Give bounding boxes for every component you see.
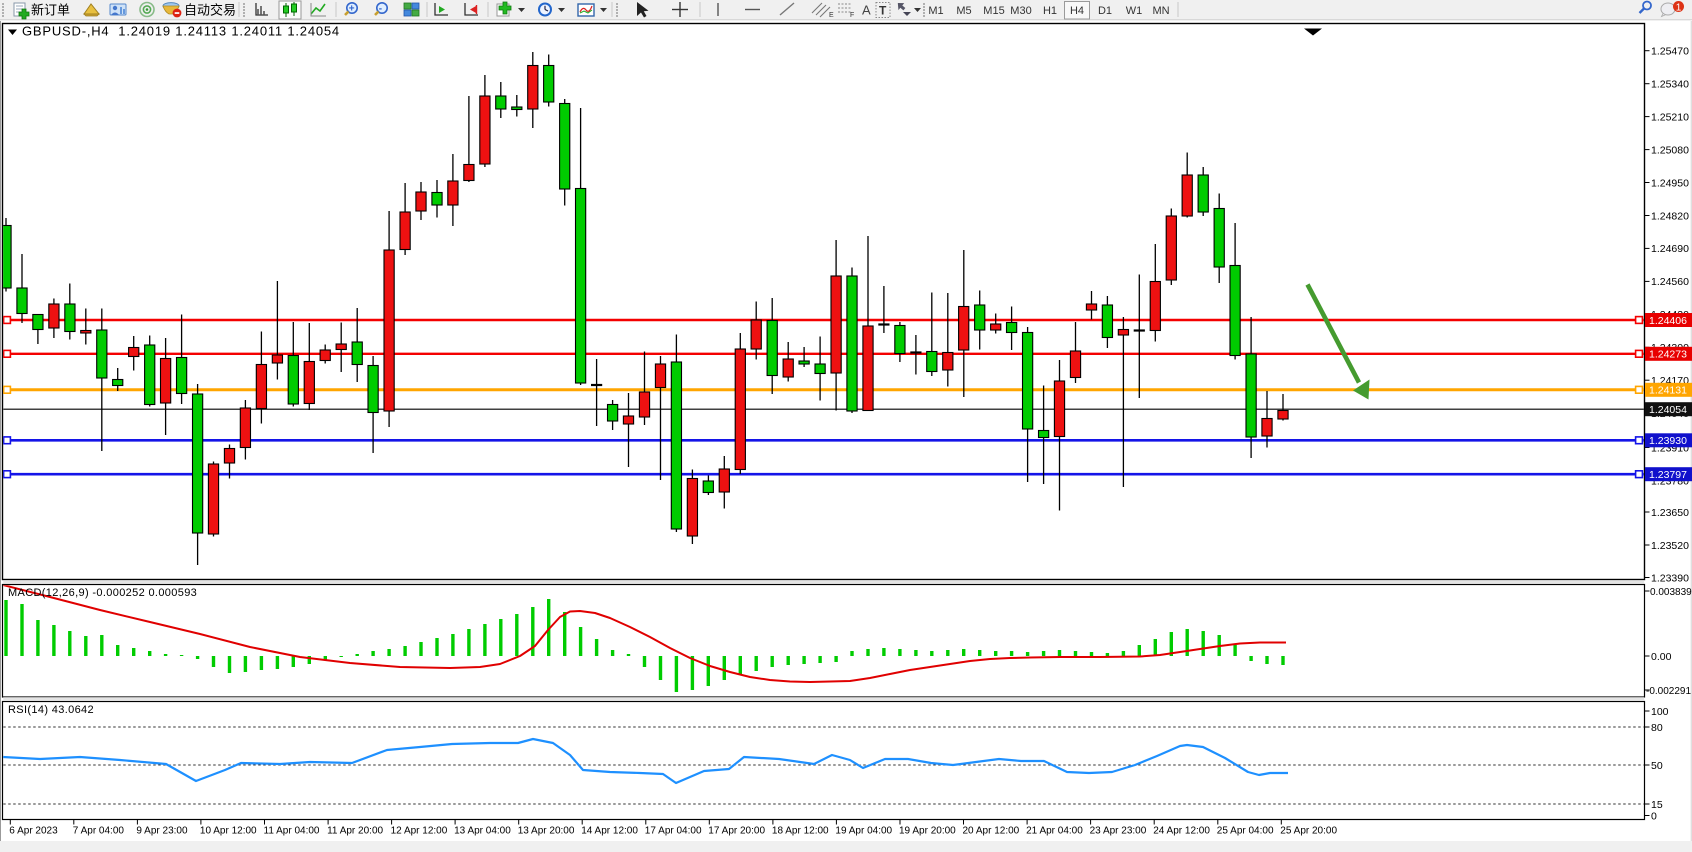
- svg-text:13 Apr 20:00: 13 Apr 20:00: [518, 826, 575, 837]
- svg-text:6 Apr 2023: 6 Apr 2023: [9, 826, 58, 837]
- svg-text:1.23930: 1.23930: [1649, 435, 1687, 447]
- svg-text:80: 80: [1651, 722, 1663, 734]
- svg-text:11 Apr 20:00: 11 Apr 20:00: [327, 826, 383, 837]
- svg-text:A: A: [862, 3, 871, 18]
- svg-text:19 Apr 20:00: 19 Apr 20:00: [899, 826, 956, 837]
- svg-text:H4: H4: [1070, 5, 1084, 17]
- svg-text:10 Apr 12:00: 10 Apr 12:00: [200, 826, 257, 837]
- svg-text:M1: M1: [928, 5, 943, 17]
- svg-text:1: 1: [1676, 3, 1682, 14]
- svg-text:19 Apr 04:00: 19 Apr 04:00: [835, 826, 892, 837]
- svg-text:D1: D1: [1098, 5, 1112, 17]
- svg-text:F: F: [850, 12, 854, 19]
- svg-text:E: E: [829, 12, 834, 19]
- svg-text:1.23520: 1.23520: [1651, 540, 1689, 552]
- svg-text:1.24054: 1.24054: [1649, 404, 1687, 416]
- svg-text:自动交易: 自动交易: [184, 3, 236, 18]
- svg-text:1.24406: 1.24406: [1649, 315, 1687, 327]
- svg-text:-: -: [379, 4, 382, 15]
- svg-text:25 Apr 04:00: 25 Apr 04:00: [1217, 826, 1274, 837]
- svg-text:13 Apr 04:00: 13 Apr 04:00: [454, 826, 511, 837]
- svg-text:1.25470: 1.25470: [1651, 46, 1689, 58]
- svg-text:21 Apr 04:00: 21 Apr 04:00: [1026, 826, 1083, 837]
- svg-text:1.23390: 1.23390: [1651, 572, 1689, 584]
- svg-text:23 Apr 23:00: 23 Apr 23:00: [1090, 826, 1147, 837]
- svg-text:0.00: 0.00: [1651, 651, 1672, 663]
- svg-text:1.24820: 1.24820: [1651, 210, 1689, 222]
- svg-text:1.24273: 1.24273: [1649, 349, 1687, 361]
- svg-text:1.24950: 1.24950: [1651, 177, 1689, 189]
- svg-text:17 Apr 20:00: 17 Apr 20:00: [708, 826, 765, 837]
- svg-text:9 Apr 23:00: 9 Apr 23:00: [136, 826, 188, 837]
- svg-text:-0.002291: -0.002291: [1646, 686, 1691, 697]
- svg-text:1.24131: 1.24131: [1649, 385, 1687, 397]
- svg-text:25 Apr 20:00: 25 Apr 20:00: [1280, 826, 1337, 837]
- svg-text:T: T: [879, 4, 887, 18]
- svg-text:1.25340: 1.25340: [1651, 79, 1689, 91]
- svg-text:100: 100: [1651, 706, 1669, 718]
- svg-text:+: +: [349, 4, 355, 15]
- svg-text:GBPUSD-,H4 1.24019 1.24113 1.: GBPUSD-,H4 1.24019 1.24113 1.24011 1.240…: [22, 24, 340, 39]
- svg-text:M5: M5: [956, 5, 971, 17]
- svg-text:1.23650: 1.23650: [1651, 507, 1689, 519]
- svg-text:14 Apr 12:00: 14 Apr 12:00: [581, 826, 638, 837]
- svg-text:1.25080: 1.25080: [1651, 144, 1689, 156]
- svg-text:0.003839: 0.003839: [1650, 587, 1692, 598]
- svg-text:18 Apr 12:00: 18 Apr 12:00: [772, 826, 829, 837]
- svg-text:新订单: 新订单: [31, 3, 70, 18]
- svg-text:11 Apr 04:00: 11 Apr 04:00: [264, 826, 320, 837]
- svg-text:M30: M30: [1010, 5, 1031, 17]
- svg-text:20 Apr 12:00: 20 Apr 12:00: [963, 826, 1020, 837]
- svg-text:1.23797: 1.23797: [1649, 469, 1687, 481]
- svg-text:M15: M15: [983, 5, 1004, 17]
- svg-text:15: 15: [1651, 799, 1663, 811]
- svg-text:7 Apr 04:00: 7 Apr 04:00: [73, 826, 125, 837]
- svg-text:0: 0: [1651, 810, 1657, 822]
- svg-text:1.25210: 1.25210: [1651, 111, 1689, 123]
- svg-text:50: 50: [1651, 760, 1663, 772]
- svg-text:17 Apr 04:00: 17 Apr 04:00: [645, 826, 702, 837]
- svg-text:RSI(14) 43.0642: RSI(14) 43.0642: [8, 704, 94, 716]
- svg-text:24 Apr 12:00: 24 Apr 12:00: [1153, 826, 1210, 837]
- svg-text:W1: W1: [1126, 5, 1143, 17]
- svg-text:12 Apr 12:00: 12 Apr 12:00: [391, 826, 448, 837]
- svg-text:1.24560: 1.24560: [1651, 276, 1689, 288]
- svg-text:H1: H1: [1043, 5, 1057, 17]
- svg-text:1.24690: 1.24690: [1651, 243, 1689, 255]
- svg-text:MACD(12,26,9) -0.000252 0.0005: MACD(12,26,9) -0.000252 0.000593: [8, 587, 197, 599]
- svg-text:MN: MN: [1152, 5, 1169, 17]
